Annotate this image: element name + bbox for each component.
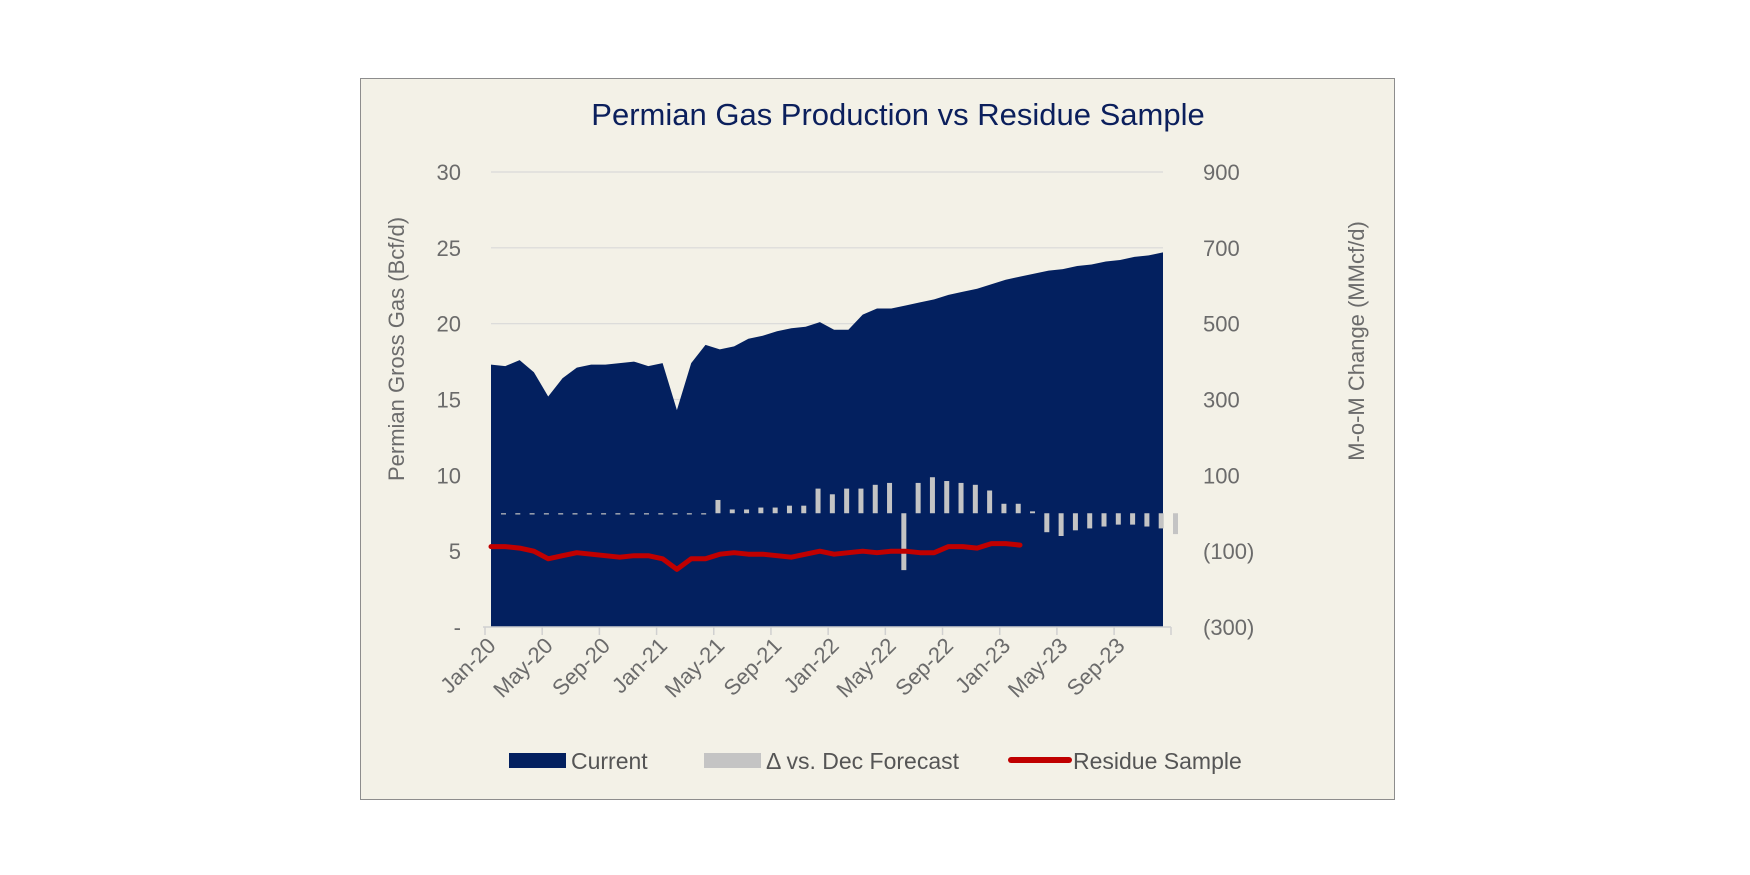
left-axis-tick-label: 5 <box>449 539 461 564</box>
right-axis-tick-label: 700 <box>1203 236 1240 261</box>
forecast-delta-bar <box>615 513 621 515</box>
forecast-delta-bar <box>1158 513 1164 529</box>
legend-swatch-forecast-delta <box>704 753 761 768</box>
forecast-delta-bar <box>1015 503 1021 514</box>
forecast-delta-bar <box>1044 513 1050 533</box>
forecast-delta-bar <box>958 482 964 514</box>
forecast-delta-bar <box>1058 513 1064 536</box>
right-axis-tick-label: (100) <box>1203 539 1254 564</box>
forecast-delta-bar <box>1115 513 1121 525</box>
right-axis-tick-label: 500 <box>1203 312 1240 337</box>
legend-swatch-current <box>509 753 566 768</box>
forecast-delta-bar <box>629 513 635 515</box>
forecast-delta-bar <box>672 513 678 515</box>
forecast-delta-bar <box>1030 511 1036 514</box>
forecast-delta-bar <box>858 488 864 514</box>
axes <box>483 626 1172 635</box>
residue-sample-line <box>488 541 1023 572</box>
forecast-delta-bar <box>829 494 835 514</box>
current-area <box>491 252 1163 627</box>
left-axis-tick-labels: - 5 10 15 20 25 30 <box>437 160 461 640</box>
x-axis-tick-label: Sep-22 <box>890 633 958 701</box>
forecast-delta-bar <box>915 482 921 514</box>
x-axis-tick-label: May-21 <box>660 633 730 703</box>
x-axis-tick-label: Sep-23 <box>1062 633 1130 701</box>
forecast-delta-bar <box>972 484 978 514</box>
forecast-delta-bar <box>987 490 993 514</box>
forecast-delta-bar <box>844 488 850 514</box>
forecast-delta-bar <box>801 505 807 514</box>
forecast-delta-bar <box>758 507 764 514</box>
forecast-delta-bar <box>815 488 821 514</box>
forecast-delta-bar <box>786 505 792 514</box>
forecast-delta-bar <box>1101 513 1107 527</box>
left-axis-tick-label: 10 <box>437 463 461 488</box>
chart-title: Permian Gas Production vs Residue Sample <box>591 97 1204 132</box>
forecast-delta-bar <box>887 482 893 514</box>
forecast-delta-bar <box>529 513 535 515</box>
x-axis-tick-labels: Jan-20May-20Sep-20Jan-21May-21Sep-21Jan-… <box>435 633 1129 703</box>
forecast-delta-bar <box>1144 513 1150 527</box>
forecast-delta-bar <box>543 513 549 515</box>
x-axis-tick-label: May-22 <box>831 633 901 703</box>
forecast-delta-bars <box>501 477 1178 571</box>
x-axis-tick-label: Sep-20 <box>547 633 615 701</box>
forecast-delta-bar <box>872 484 878 514</box>
forecast-delta-bar <box>658 513 664 515</box>
forecast-delta-bar <box>701 513 707 515</box>
left-axis-tick-label: 25 <box>437 236 461 261</box>
forecast-delta-bar <box>1130 513 1136 525</box>
forecast-delta-bar <box>572 513 578 515</box>
forecast-delta-bar <box>744 509 750 514</box>
left-axis-tick-label: 20 <box>437 312 461 337</box>
right-axis-tick-label: (300) <box>1203 615 1254 640</box>
legend-label-residue-sample: Residue Sample <box>1073 748 1242 774</box>
forecast-delta-bar <box>1173 513 1178 535</box>
right-axis-tick-label: 900 <box>1203 160 1240 185</box>
chart-frame: - 5 10 15 20 25 30 (300) (100) 100 300 500 700 900 J… <box>360 78 1395 800</box>
forecast-delta-bar <box>929 477 935 514</box>
left-axis-tick-label: - <box>454 615 461 640</box>
forecast-delta-bar <box>515 513 521 515</box>
forecast-delta-bar <box>601 513 607 515</box>
legend: Current Δ vs. Dec Forecast Residue Sampl… <box>509 748 1242 774</box>
forecast-delta-bar <box>772 507 778 514</box>
forecast-delta-bar <box>501 513 506 515</box>
legend-label-current: Current <box>571 748 648 774</box>
right-axis-tick-label: 100 <box>1203 463 1240 488</box>
forecast-delta-bar <box>1087 513 1093 529</box>
forecast-delta-bar <box>715 499 721 514</box>
forecast-delta-bar <box>901 513 907 571</box>
x-axis-tick-label: Sep-21 <box>719 633 787 701</box>
chart-svg: - 5 10 15 20 25 30 (300) (100) 100 300 500 700 900 J… <box>384 97 1369 774</box>
right-axis-tick-label: 300 <box>1203 388 1240 413</box>
forecast-delta-bar <box>729 509 735 514</box>
left-axis-tick-label: 30 <box>437 160 461 185</box>
forecast-delta-bar <box>686 513 692 515</box>
right-axis-title: M-o-M Change (MMcf/d) <box>1344 221 1369 461</box>
forecast-delta-bar <box>1072 513 1078 531</box>
left-axis-title: Permian Gross Gas (Bcf/d) <box>384 217 409 481</box>
forecast-delta-bar <box>944 481 950 514</box>
forecast-delta-bar <box>1001 503 1007 514</box>
left-axis-tick-label: 15 <box>437 388 461 413</box>
x-axis-tick-label: May-23 <box>1003 633 1073 703</box>
legend-label-forecast-delta: Δ vs. Dec Forecast <box>766 748 960 774</box>
forecast-delta-bar <box>643 513 649 515</box>
forecast-delta-bar <box>558 513 564 515</box>
right-axis-tick-labels: (300) (100) 100 300 500 700 900 <box>1203 160 1254 640</box>
x-axis-tick-label: May-20 <box>488 633 558 703</box>
forecast-delta-bar <box>586 513 592 515</box>
